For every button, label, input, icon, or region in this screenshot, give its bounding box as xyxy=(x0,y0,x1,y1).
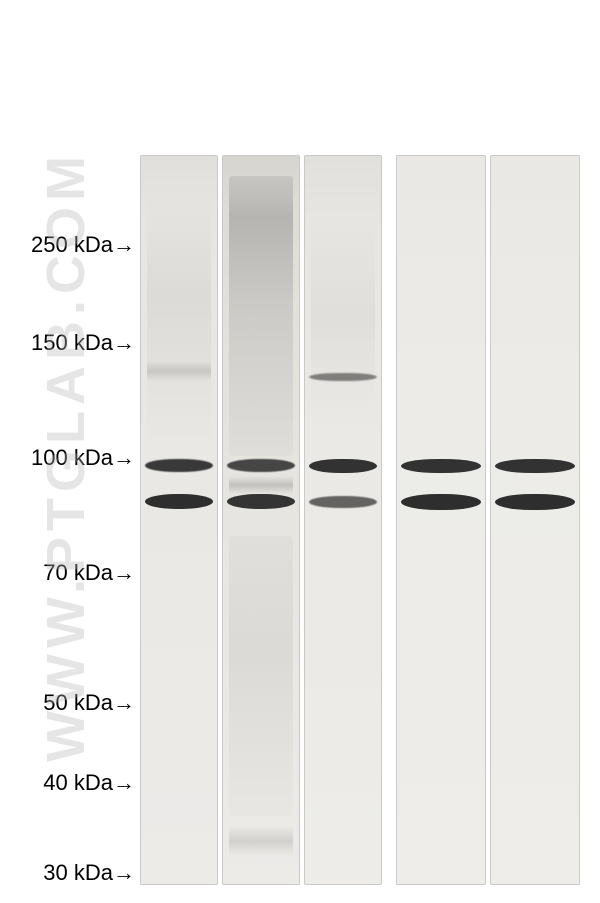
lane-A431-band-0 xyxy=(145,459,213,472)
marker-4: 50 kDa→ xyxy=(0,690,135,716)
marker-0: 250 kDa→ xyxy=(0,232,135,258)
lane-HeLa-band-0 xyxy=(309,373,377,381)
lane-mouse-brain-band-0 xyxy=(401,459,481,473)
lanes-area xyxy=(140,155,585,885)
lane-A431-band-1 xyxy=(145,494,213,509)
lane-HEK-293T-smear-1 xyxy=(229,476,293,494)
marker-5: 40 kDa→ xyxy=(0,770,135,796)
lane-A431-smear-0 xyxy=(147,196,211,446)
lane-labels-row: A431HEK-293THeLamouse brainrat brain xyxy=(0,0,600,160)
lane-HEK-293T-band-1 xyxy=(227,494,295,509)
lane-A431 xyxy=(140,155,218,885)
marker-1: 150 kDa→ xyxy=(0,330,135,356)
lane-rat-brain-band-0 xyxy=(495,459,575,473)
marker-6: 30 kDa→ xyxy=(0,860,135,886)
lane-HEK-293T-band-0 xyxy=(227,459,295,472)
lane-HEK-293T xyxy=(222,155,300,885)
lane-HeLa xyxy=(304,155,382,885)
marker-3: 70 kDa→ xyxy=(0,560,135,586)
lane-HEK-293T-smear-0 xyxy=(229,176,293,456)
lane-mouse-brain-band-1 xyxy=(401,494,481,510)
lane-rat-brain-band-1 xyxy=(495,494,575,510)
lane-HEK-293T-smear-3 xyxy=(229,826,293,856)
lane-HeLa-smear-0 xyxy=(311,216,375,416)
western-blot-figure: WWW.PTGLAB.COM A431HEK-293THeLamouse bra… xyxy=(0,0,600,903)
lane-A431-smear-1 xyxy=(147,361,211,381)
lane-HeLa-band-1 xyxy=(309,459,377,473)
lane-HeLa-band-2 xyxy=(309,496,377,508)
marker-2: 100 kDa→ xyxy=(0,445,135,471)
lane-HEK-293T-smear-2 xyxy=(229,536,293,816)
lane-rat-brain xyxy=(490,155,580,885)
lane-mouse-brain xyxy=(396,155,486,885)
